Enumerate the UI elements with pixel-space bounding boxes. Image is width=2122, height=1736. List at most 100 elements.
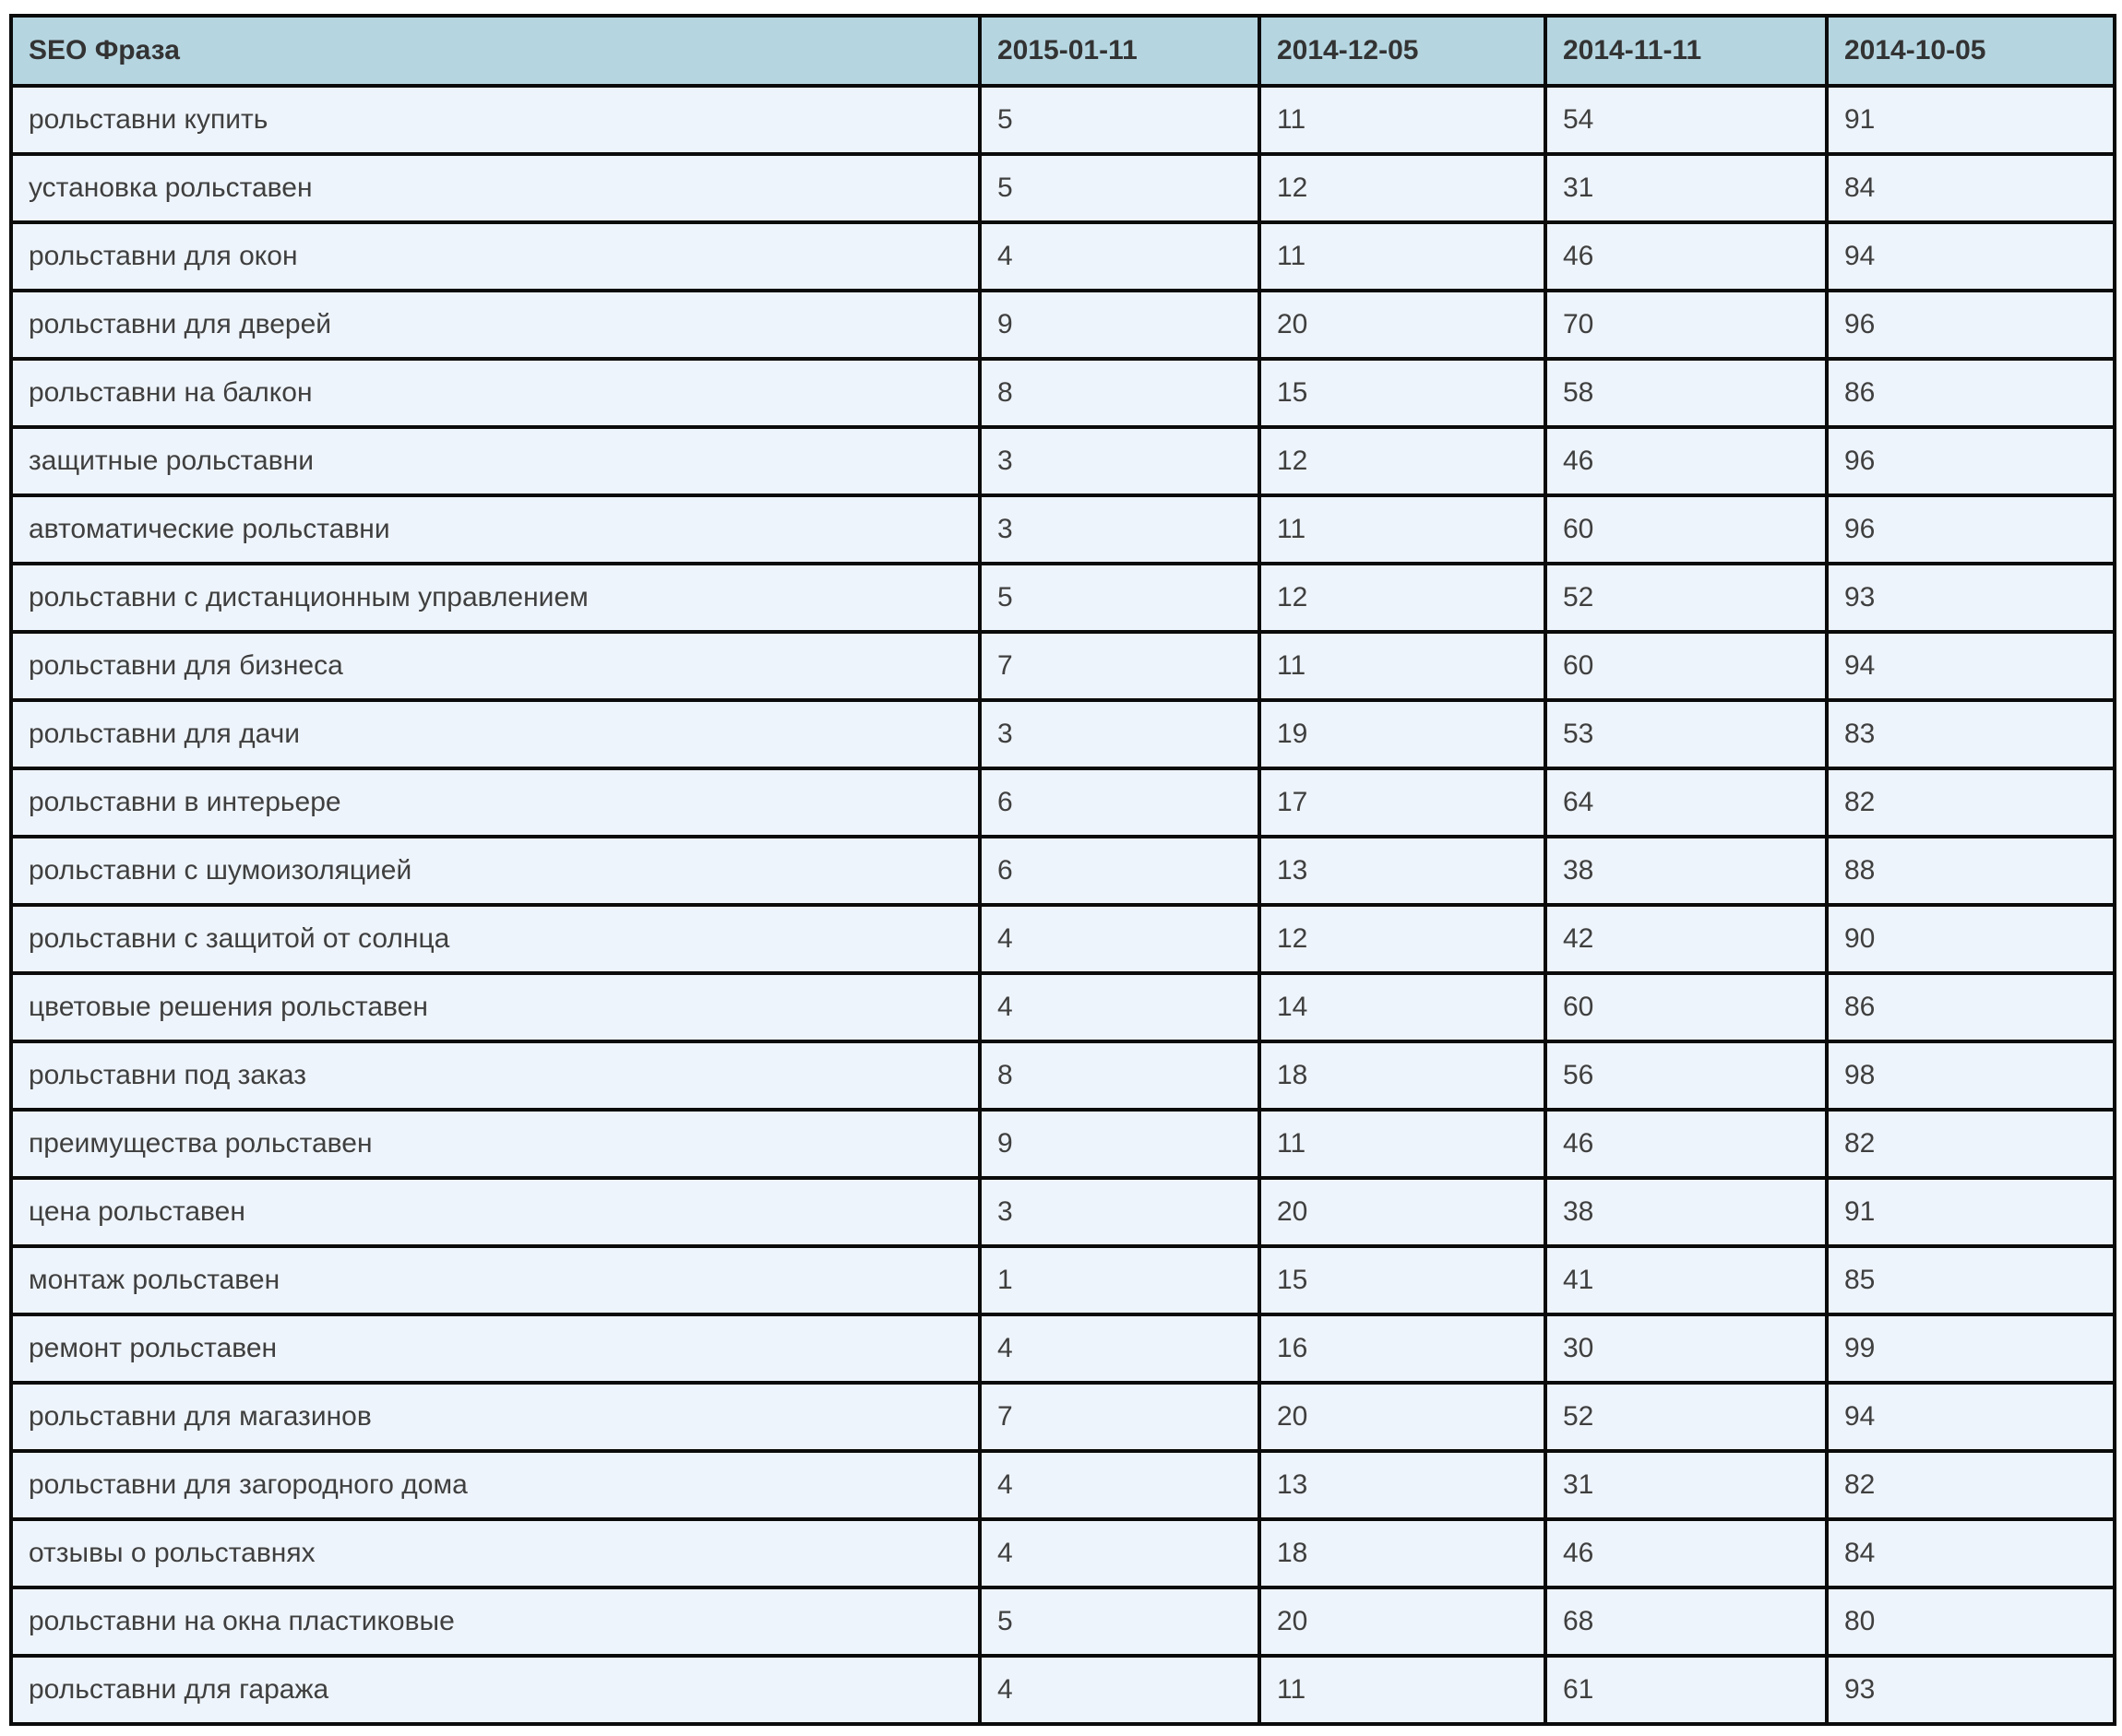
- position-cell: 19: [1258, 698, 1547, 770]
- position-cell: 20: [1258, 1176, 1547, 1248]
- position-cell: 5: [978, 152, 1261, 224]
- phrase-cell: автоматические рольставни: [9, 493, 982, 565]
- phrase-cell: защитные рольставни: [9, 425, 982, 497]
- table-row: преимущества рольставен 9 11 46 82: [9, 1108, 2116, 1180]
- position-cell: 12: [1258, 152, 1547, 224]
- table-row: рольставни для бизнеса 7 11 60 94: [9, 630, 2116, 702]
- phrase-cell: установка рольставен: [9, 152, 982, 224]
- phrase-cell: рольставни с дистанционным управлением: [9, 562, 982, 634]
- position-cell: 3: [978, 1176, 1261, 1248]
- table-row: рольставни под заказ 8 18 56 98: [9, 1040, 2116, 1112]
- position-cell: 91: [1825, 1176, 2116, 1248]
- position-cell: 18: [1258, 1040, 1547, 1112]
- position-cell: 46: [1544, 1108, 1829, 1180]
- position-cell: 20: [1258, 1381, 1547, 1453]
- position-cell: 16: [1258, 1313, 1547, 1385]
- position-cell: 15: [1258, 1244, 1547, 1316]
- table-row: цветовые решения рольставен 4 14 60 86: [9, 971, 2116, 1043]
- position-cell: 70: [1544, 289, 1829, 361]
- table-row: рольставни купить 5 11 54 91: [9, 84, 2116, 156]
- position-cell: 4: [978, 903, 1261, 975]
- phrase-cell: рольставни для загородного дома: [9, 1449, 982, 1521]
- position-cell: 11: [1258, 630, 1547, 702]
- position-cell: 8: [978, 1040, 1261, 1112]
- position-cell: 38: [1544, 835, 1829, 907]
- phrase-cell: рольставни с защитой от солнца: [9, 903, 982, 975]
- position-cell: 1: [978, 1244, 1261, 1316]
- position-cell: 9: [978, 1108, 1261, 1180]
- position-cell: 20: [1258, 289, 1547, 361]
- position-cell: 4: [978, 1313, 1261, 1385]
- phrase-cell: рольставни купить: [9, 84, 982, 156]
- position-cell: 98: [1825, 1040, 2116, 1112]
- phrase-cell: преимущества рольставен: [9, 1108, 982, 1180]
- table-header-row: SEO Фраза 2015-01-11 2014-12-05 2014-11-…: [9, 14, 2116, 88]
- position-cell: 86: [1825, 357, 2116, 429]
- position-cell: 4: [978, 1654, 1261, 1726]
- table-row: отзывы о рольставнях 4 18 46 84: [9, 1517, 2116, 1589]
- position-cell: 5: [978, 84, 1261, 156]
- phrase-cell: рольставни под заказ: [9, 1040, 982, 1112]
- position-cell: 11: [1258, 1108, 1547, 1180]
- position-cell: 80: [1825, 1586, 2116, 1658]
- position-cell: 12: [1258, 903, 1547, 975]
- phrase-cell: рольставни для дверей: [9, 289, 982, 361]
- table-row: защитные рольставни 3 12 46 96: [9, 425, 2116, 497]
- position-cell: 42: [1544, 903, 1829, 975]
- position-cell: 85: [1825, 1244, 2116, 1316]
- position-cell: 56: [1544, 1040, 1829, 1112]
- position-cell: 38: [1544, 1176, 1829, 1248]
- position-cell: 8: [978, 357, 1261, 429]
- column-header-date-3: 2014-11-11: [1544, 14, 1829, 88]
- table-row: рольставни для магазинов 7 20 52 94: [9, 1381, 2116, 1453]
- position-cell: 7: [978, 1381, 1261, 1453]
- position-cell: 12: [1258, 562, 1547, 634]
- position-cell: 54: [1544, 84, 1829, 156]
- position-cell: 60: [1544, 971, 1829, 1043]
- column-header-date-1: 2015-01-11: [978, 14, 1261, 88]
- table-row: рольставни на окна пластиковые 5 20 68 8…: [9, 1586, 2116, 1658]
- position-cell: 7: [978, 630, 1261, 702]
- position-cell: 11: [1258, 493, 1547, 565]
- table-row: установка рольставен 5 12 31 84: [9, 152, 2116, 224]
- position-cell: 41: [1544, 1244, 1829, 1316]
- position-cell: 96: [1825, 289, 2116, 361]
- table-row: рольставни для дачи 3 19 53 83: [9, 698, 2116, 770]
- position-cell: 11: [1258, 220, 1547, 292]
- position-cell: 13: [1258, 1449, 1547, 1521]
- table-row: автоматические рольставни 3 11 60 96: [9, 493, 2116, 565]
- table-row: рольставни для гаража 4 11 61 93: [9, 1654, 2116, 1726]
- phrase-cell: рольставни на балкон: [9, 357, 982, 429]
- position-cell: 17: [1258, 767, 1547, 838]
- position-cell: 4: [978, 1449, 1261, 1521]
- position-cell: 91: [1825, 84, 2116, 156]
- position-cell: 94: [1825, 1381, 2116, 1453]
- table-row: рольставни для окон 4 11 46 94: [9, 220, 2116, 292]
- table-row: рольставни для загородного дома 4 13 31 …: [9, 1449, 2116, 1521]
- position-cell: 5: [978, 1586, 1261, 1658]
- position-cell: 82: [1825, 767, 2116, 838]
- position-cell: 31: [1544, 1449, 1829, 1521]
- phrase-cell: рольставни для бизнеса: [9, 630, 982, 702]
- table-row: рольставни с защитой от солнца 4 12 42 9…: [9, 903, 2116, 975]
- position-cell: 93: [1825, 1654, 2116, 1726]
- position-cell: 68: [1544, 1586, 1829, 1658]
- position-cell: 9: [978, 289, 1261, 361]
- position-cell: 53: [1544, 698, 1829, 770]
- position-cell: 11: [1258, 1654, 1547, 1726]
- phrase-cell: монтаж рольставен: [9, 1244, 982, 1316]
- position-cell: 99: [1825, 1313, 2116, 1385]
- position-cell: 14: [1258, 971, 1547, 1043]
- position-cell: 60: [1544, 493, 1829, 565]
- phrase-cell: рольставни с шумоизоляцией: [9, 835, 982, 907]
- phrase-cell: рольставни для магазинов: [9, 1381, 982, 1453]
- position-cell: 4: [978, 971, 1261, 1043]
- table-row: рольставни с дистанционным управлением 5…: [9, 562, 2116, 634]
- phrase-cell: рольставни для окон: [9, 220, 982, 292]
- table-row: рольставни на балкон 8 15 58 86: [9, 357, 2116, 429]
- position-cell: 18: [1258, 1517, 1547, 1589]
- position-cell: 3: [978, 493, 1261, 565]
- position-cell: 64: [1544, 767, 1829, 838]
- position-cell: 30: [1544, 1313, 1829, 1385]
- table-row: ремонт рольставен 4 16 30 99: [9, 1313, 2116, 1385]
